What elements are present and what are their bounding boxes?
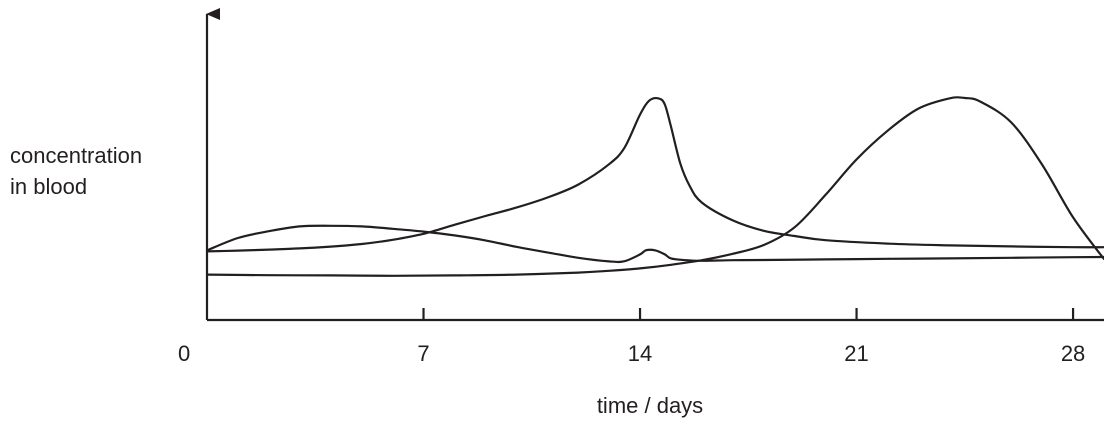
y-axis-title: concentration in blood	[10, 143, 142, 199]
x-tick-label-21: 21	[844, 341, 868, 366]
x-axis-ticks	[422, 308, 1075, 320]
x-tick-label-28: 28	[1061, 341, 1085, 366]
origin-label: 0	[178, 341, 190, 366]
series-line-1	[205, 97, 1104, 253]
x-axis-tick-labels: 7 14 21 28	[417, 341, 1085, 366]
x-axis-title: time / days	[597, 393, 703, 418]
x-tick-label-7: 7	[417, 341, 429, 366]
x-tick-label-14: 14	[628, 341, 652, 366]
y-axis-title-line-2: in blood	[10, 174, 87, 199]
series-line-3	[205, 96, 1104, 277]
y-axis-title-line-1: concentration	[10, 143, 142, 168]
series-curves	[205, 96, 1104, 277]
series-line-2	[205, 224, 1104, 264]
